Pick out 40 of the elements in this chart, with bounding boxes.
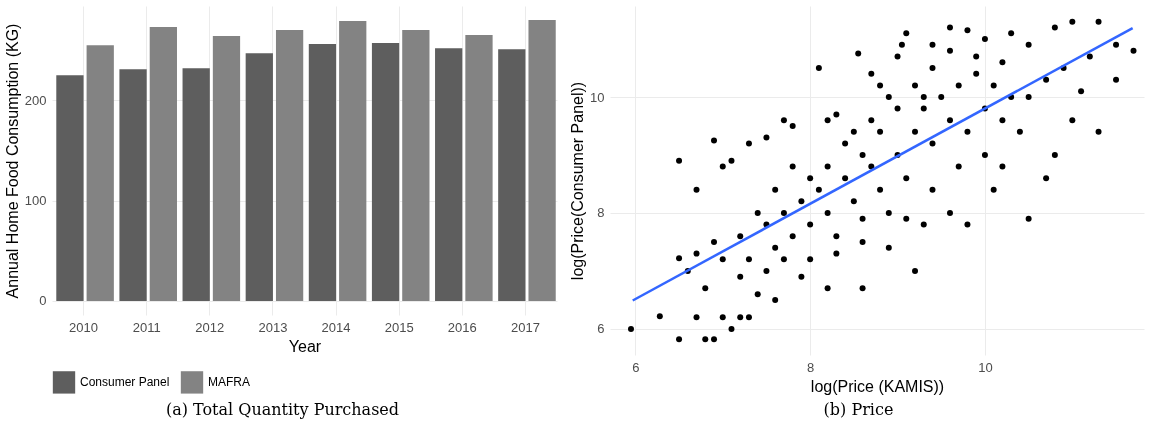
bar: [435, 48, 463, 301]
y-tick-label: 8: [597, 205, 605, 221]
x-tick-label: 6: [632, 359, 640, 375]
y-tick-label: 10: [590, 89, 605, 105]
x-tick-label: 2016: [447, 319, 477, 335]
x-tick-label: 2014: [321, 319, 351, 335]
text: (a) Total Quantity Purchased: [165, 400, 400, 419]
bar: [402, 30, 430, 301]
bar: [308, 44, 337, 301]
bar: [245, 53, 273, 301]
legend-label: MAFRA: [208, 375, 250, 390]
bar: [371, 43, 400, 301]
bar: [275, 30, 304, 301]
bar: [465, 35, 493, 301]
y-tick-label: 200: [24, 92, 47, 108]
x-tick-label: 2012: [195, 319, 225, 335]
y-axis-title: log(Price(Consumer Panel)): [569, 81, 587, 281]
bar: [212, 36, 241, 301]
x-tick-label: 2015: [384, 319, 414, 335]
bar: [339, 21, 367, 301]
text: (b) Price: [823, 400, 894, 419]
y-tick-label: 0: [39, 293, 47, 309]
y-tick-label: 100: [24, 193, 47, 209]
x-tick-label: 8: [807, 359, 815, 375]
bar: [182, 68, 210, 301]
bar: [149, 27, 177, 301]
x-tick-label: 2010: [69, 319, 99, 335]
x-tick-label: 2013: [258, 319, 288, 335]
legend-label: Consumer Panel: [80, 375, 170, 390]
y-axis-title: Annual Home Food Consumption (KG): [3, 23, 21, 299]
bar: [528, 20, 556, 301]
bar: [119, 69, 147, 301]
bar: [86, 45, 114, 301]
x-tick-label: 10: [978, 359, 993, 375]
x-tick-label: 2011: [132, 319, 161, 335]
x-axis-title: log(Price (KAMIS)): [810, 377, 945, 395]
x-axis-title: Year: [288, 337, 322, 355]
bar: [56, 75, 84, 301]
bar: [498, 49, 526, 301]
x-tick-label: 2017: [510, 319, 540, 335]
